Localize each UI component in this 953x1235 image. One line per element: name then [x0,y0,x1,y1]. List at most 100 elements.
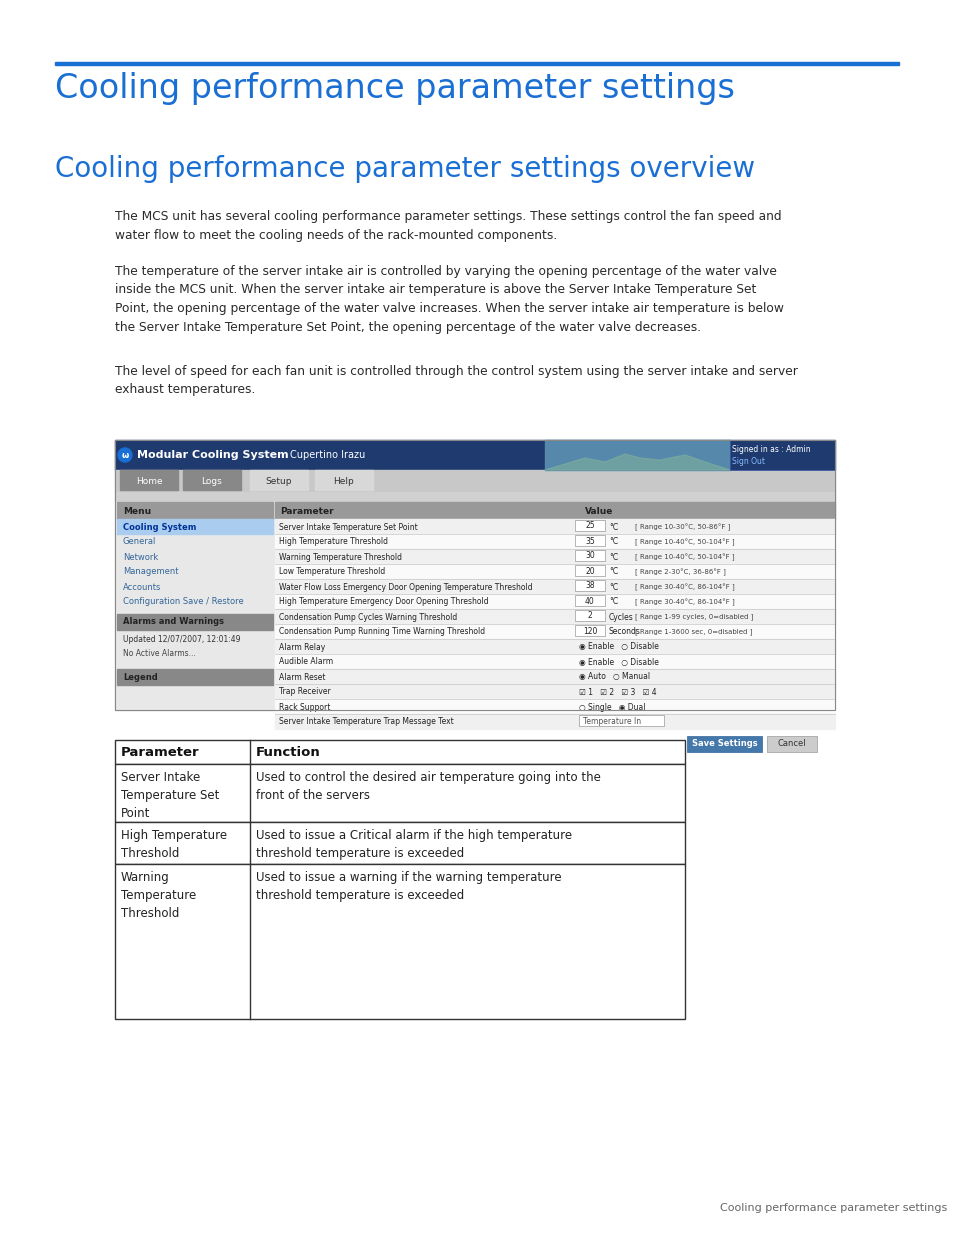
Text: °C: °C [608,568,618,577]
Bar [274,519,834,534]
Text: Setup: Setup [266,477,292,485]
Text: °C: °C [608,522,618,531]
Text: Configuration Save / Restore: Configuration Save / Restore [123,598,244,606]
Text: Cupertino Irazu: Cupertino Irazu [290,450,365,459]
Text: °C: °C [608,537,618,547]
Bar [117,669,273,685]
Bar [120,471,178,490]
Text: 38: 38 [584,582,594,590]
Text: Cooling performance parameter settings overview: Cooling performance parameter settings o… [55,156,755,183]
Text: No Active Alarms...: No Active Alarms... [123,650,195,658]
Text: ω: ω [121,451,129,459]
Text: Server Intake Temperature Trap Message Text: Server Intake Temperature Trap Message T… [278,718,454,726]
Text: °C: °C [608,598,618,606]
Text: Server Intake
Temperature Set
Point: Server Intake Temperature Set Point [121,771,219,820]
Text: Trap Receiver: Trap Receiver [278,688,331,697]
Text: Logs: Logs [201,477,222,485]
Text: Help: Help [334,477,354,485]
Text: Low Temperature Threshold: Low Temperature Threshold [278,568,385,577]
Bar [314,471,373,490]
Bar [117,501,273,519]
Bar [115,740,684,764]
Text: 25: 25 [584,521,594,531]
Text: Value: Value [584,506,613,515]
Text: Condensation Pump Cycles Warning Threshold: Condensation Pump Cycles Warning Thresho… [278,613,456,621]
Bar [274,594,834,609]
Text: [ Range 1-3600 sec, 0=disabled ]: [ Range 1-3600 sec, 0=disabled ] [635,629,752,635]
Bar [274,638,834,655]
Text: ◉ Enable   ○ Disable: ◉ Enable ○ Disable [578,657,659,667]
Text: °C: °C [608,552,618,562]
Text: Water Flow Loss Emergency Door Opening Temperature Threshold: Water Flow Loss Emergency Door Opening T… [278,583,532,592]
Bar [274,550,834,564]
Bar [115,501,274,710]
Text: Modular Cooling System: Modular Cooling System [137,450,289,459]
Bar [544,440,729,471]
Bar [183,471,241,490]
Text: Condensation Pump Running Time Warning Threshold: Condensation Pump Running Time Warning T… [278,627,485,636]
Text: Accounts: Accounts [123,583,161,592]
Bar [274,714,834,729]
Bar [575,564,604,576]
Text: High Temperature
Threshold: High Temperature Threshold [121,829,227,860]
Text: ◉ Auto   ○ Manual: ◉ Auto ○ Manual [578,673,649,682]
Bar [575,595,604,606]
Text: Used to issue a Critical alarm if the high temperature
threshold temperature is : Used to issue a Critical alarm if the hi… [255,829,572,860]
Text: Sign Out: Sign Out [731,457,764,466]
Bar [55,62,898,65]
Text: Network: Network [123,552,158,562]
Text: High Temperature Threshold: High Temperature Threshold [278,537,388,547]
Bar [274,609,834,624]
Text: Used to issue a warning if the warning temperature
threshold temperature is exce: Used to issue a warning if the warning t… [255,871,561,902]
Bar [117,614,273,630]
Bar [575,520,604,531]
Bar [117,519,273,534]
Text: The level of speed for each fan unit is controlled through the control system us: The level of speed for each fan unit is … [115,366,797,396]
Bar [115,492,834,501]
Text: Parameter: Parameter [280,506,334,515]
Text: Updated 12/07/2007, 12:01:49: Updated 12/07/2007, 12:01:49 [123,635,240,643]
Circle shape [118,448,132,462]
Text: Warning
Temperature
Threshold: Warning Temperature Threshold [121,871,196,920]
Bar [274,624,834,638]
Text: °C: °C [608,583,618,592]
Text: [ Range 10-30°C, 50-86°F ]: [ Range 10-30°C, 50-86°F ] [635,524,730,531]
Polygon shape [544,454,729,471]
Text: Cooling performance parameter settings    41: Cooling performance parameter settings 4… [720,1203,953,1213]
Bar [115,471,834,492]
Bar [575,625,604,636]
Text: [ Range 30-40°C, 86-104°F ]: [ Range 30-40°C, 86-104°F ] [635,583,734,590]
Bar [115,764,684,823]
Text: ○ Single   ◉ Dual: ○ Single ◉ Dual [578,703,645,711]
Text: [ Range 2-30°C, 36-86°F ]: [ Range 2-30°C, 36-86°F ] [635,568,725,576]
Bar [274,564,834,579]
Text: Parameter: Parameter [121,746,199,758]
Text: The temperature of the server intake air is controlled by varying the opening pe: The temperature of the server intake air… [115,266,783,333]
Text: ☑ 1   ☑ 2   ☑ 3   ☑ 4: ☑ 1 ☑ 2 ☑ 3 ☑ 4 [578,688,656,697]
Text: 2: 2 [587,611,592,620]
Bar [274,501,834,519]
Bar [274,684,834,699]
Text: Management: Management [123,568,178,577]
Bar [575,610,604,621]
Text: Cycles: Cycles [608,613,633,621]
Text: Server Intake Temperature Set Point: Server Intake Temperature Set Point [278,522,417,531]
Text: Cooling System: Cooling System [123,522,196,531]
Text: 40: 40 [584,597,595,605]
Text: Cancel: Cancel [777,740,805,748]
Bar [115,440,834,710]
Text: 20: 20 [584,567,594,576]
Text: Seconds: Seconds [608,627,640,636]
Bar [729,440,834,471]
Text: Alarm Reset: Alarm Reset [278,673,325,682]
Text: High Temperature Emergency Door Opening Threshold: High Temperature Emergency Door Opening … [278,598,488,606]
Bar [575,580,604,592]
Text: 120: 120 [582,626,597,636]
Bar [766,736,816,752]
Text: Home: Home [135,477,162,485]
Text: 35: 35 [584,536,595,546]
Bar [115,864,684,1019]
Bar [115,440,834,471]
Bar [115,823,684,864]
Bar [250,471,308,490]
